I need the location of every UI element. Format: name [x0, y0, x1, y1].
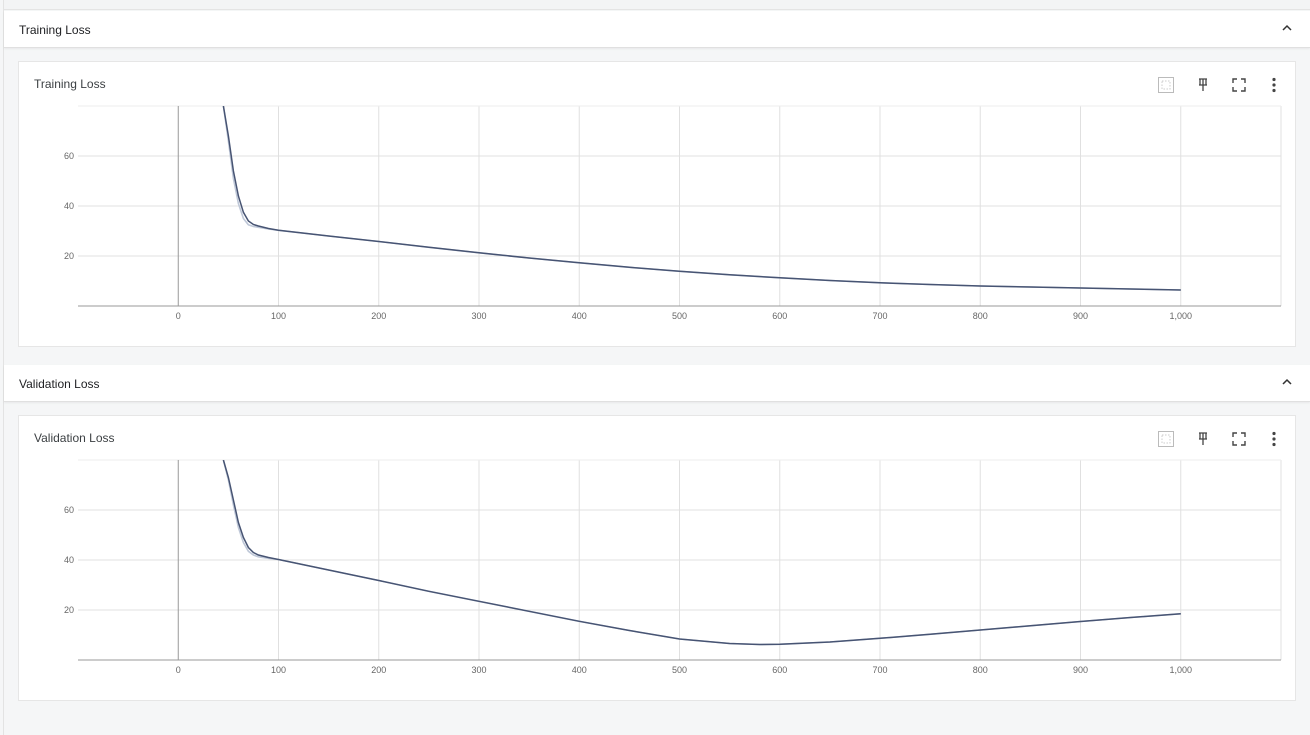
- x-tick-label: 0: [176, 665, 181, 675]
- x-tick-label: 900: [1073, 311, 1088, 321]
- section-title: Training Loss: [19, 23, 91, 37]
- x-tick-label: 600: [772, 311, 787, 321]
- section-header-validation-loss[interactable]: Validation Loss: [4, 365, 1310, 402]
- card-title: Training Loss: [34, 77, 106, 91]
- x-tick-label: 100: [271, 665, 286, 675]
- x-tick-label: 700: [872, 311, 887, 321]
- series-line-raw: [222, 106, 1181, 291]
- chart-card-validation-loss: Validation Loss 20 40 60 0 100 200 300 400 500 60…: [18, 415, 1296, 701]
- top-strip: [4, 0, 1310, 10]
- fullscreen-icon[interactable]: [1229, 75, 1249, 95]
- section-header-training-loss[interactable]: Training Loss: [4, 11, 1310, 48]
- x-tick-label: 400: [572, 311, 587, 321]
- x-tick-label: 100: [271, 311, 286, 321]
- x-tick-label: 800: [973, 311, 988, 321]
- fit-domain-icon[interactable]: [1156, 429, 1176, 449]
- y-tick-label: 40: [64, 201, 74, 211]
- x-tick-label: 500: [672, 665, 687, 675]
- y-tick-label: 20: [64, 251, 74, 261]
- more-vert-icon[interactable]: [1264, 429, 1284, 449]
- x-tick-label: 1,000: [1169, 665, 1192, 675]
- x-tick-label: 1,000: [1169, 311, 1192, 321]
- chart-card-training-loss: Training Loss 20 40 60 0 100 200 300 400 500 600 7…: [18, 61, 1296, 347]
- fit-domain-icon[interactable]: [1156, 75, 1176, 95]
- y-tick-label: 60: [64, 505, 74, 515]
- series-line-smoothed: [222, 460, 1181, 646]
- pin-icon[interactable]: [1193, 429, 1213, 449]
- x-tick-label: 0: [176, 311, 181, 321]
- x-tick-label: 400: [572, 665, 587, 675]
- card-title: Validation Loss: [34, 431, 115, 445]
- left-border: [3, 0, 4, 735]
- x-tick-label: 300: [471, 311, 486, 321]
- y-tick-label: 20: [64, 605, 74, 615]
- x-tick-label: 200: [371, 311, 386, 321]
- x-tick-label: 900: [1073, 665, 1088, 675]
- x-tick-label: 200: [371, 665, 386, 675]
- x-tick-label: 700: [872, 665, 887, 675]
- chevron-up-icon[interactable]: [1278, 373, 1296, 391]
- x-tick-label: 600: [772, 665, 787, 675]
- fullscreen-icon[interactable]: [1229, 429, 1249, 449]
- chevron-up-icon[interactable]: [1278, 19, 1296, 37]
- y-tick-label: 40: [64, 555, 74, 565]
- x-tick-label: 500: [672, 311, 687, 321]
- series-line-smoothed: [222, 106, 1181, 291]
- more-vert-icon[interactable]: [1264, 75, 1284, 95]
- x-tick-label: 300: [471, 665, 486, 675]
- y-tick-label: 60: [64, 151, 74, 161]
- series-line-raw: [222, 460, 1181, 646]
- section-title: Validation Loss: [19, 377, 100, 391]
- x-tick-label: 800: [973, 665, 988, 675]
- pin-icon[interactable]: [1193, 75, 1213, 95]
